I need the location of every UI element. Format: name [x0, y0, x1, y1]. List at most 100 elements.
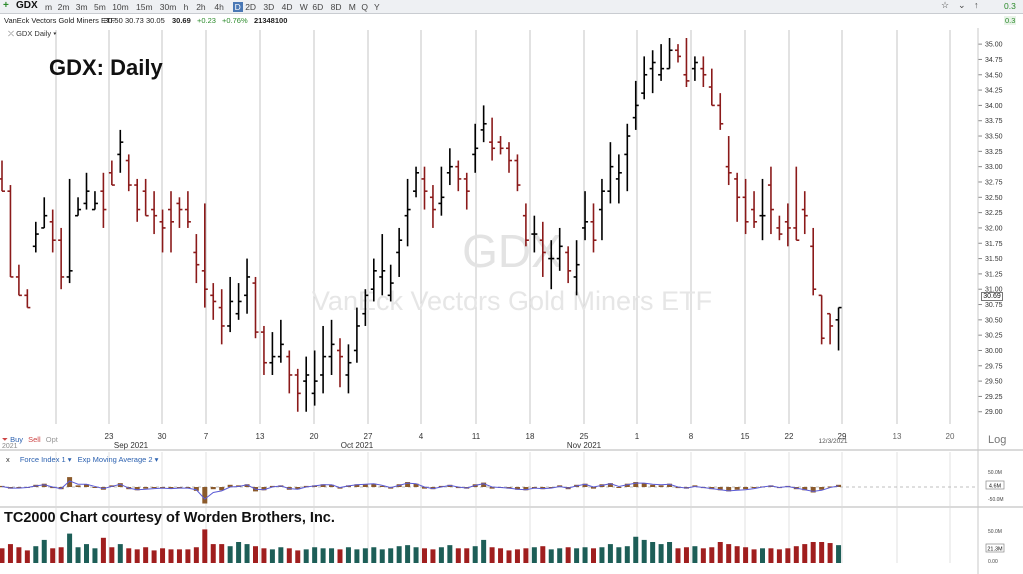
- close-icon[interactable]: ⤫: [8, 29, 17, 38]
- timeframe-m[interactable]: m: [45, 2, 53, 12]
- volume-bar: [58, 547, 64, 563]
- arrow-up-icon[interactable]: ↑: [974, 0, 979, 10]
- timeframe-4h[interactable]: 4h: [214, 2, 224, 12]
- y-tick-label: 29.25: [985, 394, 1003, 401]
- price-bar: [438, 166, 445, 216]
- y-tick-label: 32.50: [985, 195, 1003, 202]
- vol-readout: 21.3M: [987, 547, 1003, 553]
- timeframe-h[interactable]: h: [183, 2, 189, 12]
- timeframe-3m[interactable]: 3m: [75, 2, 88, 12]
- timeframe-m[interactable]: M: [348, 2, 356, 12]
- timeframe-2m[interactable]: 2m: [57, 2, 70, 12]
- chevron-down-icon[interactable]: ▾: [51, 29, 57, 38]
- price-bar: [379, 234, 386, 296]
- pane-label[interactable]: ⤫ GDX Daily ▾: [8, 29, 57, 38]
- volume-bar: [92, 548, 98, 563]
- price-bar: [624, 123, 631, 192]
- force-index-bar: [827, 486, 833, 488]
- volume-bar: [227, 546, 233, 563]
- timeframe-30m[interactable]: 30m: [159, 2, 177, 12]
- force-index-ema-line: [1, 480, 839, 500]
- price-bar: [176, 197, 183, 228]
- y-tick-label: 31.25: [985, 271, 1003, 278]
- timeframe-y[interactable]: Y: [374, 2, 380, 12]
- opt-button[interactable]: Opt: [45, 435, 58, 444]
- bell-icon[interactable]: ⏷: [2, 435, 8, 444]
- timeframe-15m[interactable]: 15m: [136, 2, 153, 12]
- right-readout-2: 0.3: [1004, 16, 1017, 25]
- price-bar: [835, 306, 842, 351]
- timeframe-2d[interactable]: 2D: [245, 2, 257, 12]
- buy-button[interactable]: Buy: [10, 435, 24, 444]
- timeframe-5m[interactable]: 5m: [94, 2, 106, 12]
- force-index-bar: [303, 485, 309, 487]
- volume-bar: [489, 547, 495, 563]
- force-index-bar: [819, 487, 825, 490]
- volume-bar: [337, 549, 343, 563]
- timeframe-2h[interactable]: 2h: [196, 2, 206, 12]
- timeframe-q[interactable]: Q: [361, 2, 369, 12]
- volume-bar: [683, 547, 689, 563]
- price-bar: [725, 136, 732, 186]
- timeframe-8d[interactable]: 8D: [330, 2, 342, 12]
- volume-bar: [396, 546, 402, 563]
- price-bar: [463, 172, 470, 210]
- volume-bar: [50, 548, 56, 563]
- chevron-down-icon[interactable]: ▾: [152, 455, 159, 464]
- price-bar: [539, 221, 546, 277]
- y-tick-label: 29.50: [985, 379, 1003, 386]
- price-y-axis: 35.00 34.75 34.50 34.25 34.00 33.75 33.50 33.25…: [978, 42, 1003, 416]
- log-toggle[interactable]: Log: [988, 434, 1007, 446]
- chevron-down-icon[interactable]: ▾: [65, 455, 72, 464]
- price-bar: [429, 185, 436, 228]
- price-bar: [759, 178, 766, 241]
- volume-bar: [151, 550, 157, 563]
- volume-bar: [650, 542, 656, 563]
- price-bar: [514, 154, 521, 192]
- force-index-bar: [523, 487, 529, 491]
- sell-button[interactable]: Sell: [28, 435, 41, 444]
- vol-tick-top: 50.0M: [988, 529, 1002, 535]
- price-bar: [565, 246, 572, 284]
- price-bar: [818, 294, 825, 345]
- price-bar: [784, 203, 791, 247]
- price-bar: [548, 240, 555, 290]
- price-bar: [455, 160, 462, 192]
- indicator-close-button[interactable]: x: [6, 455, 10, 464]
- price-bar: [41, 197, 48, 229]
- quote-low: 30.05: [146, 16, 165, 25]
- force-index-bar: [84, 484, 89, 487]
- volume-bar: [743, 547, 749, 563]
- volume-bar: [464, 548, 470, 563]
- volume-bar: [734, 546, 740, 563]
- vol-tick-bottom: 0.00: [988, 559, 998, 565]
- timeframe-4d[interactable]: 4D: [281, 2, 293, 12]
- price-bar: [700, 56, 707, 88]
- volume-bar: [498, 548, 504, 563]
- price-bar: [311, 350, 318, 406]
- volume-bar: [557, 548, 563, 563]
- chevron-down-icon[interactable]: ⌄: [958, 0, 966, 10]
- symbol-box[interactable]: GDX: [16, 0, 38, 11]
- timeframe-10m[interactable]: 10m: [112, 2, 129, 12]
- price-bar: [666, 38, 673, 70]
- price-bar: [590, 203, 597, 253]
- star-icon[interactable]: ☆: [941, 0, 950, 10]
- timeframe-6d[interactable]: 6D: [312, 2, 324, 12]
- timeframe-w[interactable]: W: [299, 2, 308, 12]
- force-index-bar: [726, 487, 732, 492]
- y-tick-label: 33.75: [985, 118, 1003, 125]
- price-bar: [168, 191, 174, 253]
- timeframe-3d[interactable]: 3D: [263, 2, 275, 12]
- volume-bar: [303, 549, 309, 563]
- price-bar: [632, 80, 639, 130]
- force-index-label[interactable]: Force Index 1: [19, 455, 66, 464]
- volume-bar: [278, 547, 284, 563]
- force-index-bar: [202, 487, 208, 504]
- plus-icon[interactable]: +: [3, 0, 9, 11]
- timeframe-d[interactable]: D: [232, 2, 243, 12]
- price-bar: [767, 166, 774, 235]
- force-index-bar: [261, 487, 267, 491]
- price-bar: [260, 325, 267, 375]
- ema-label[interactable]: Exp Moving Average 2: [77, 455, 153, 464]
